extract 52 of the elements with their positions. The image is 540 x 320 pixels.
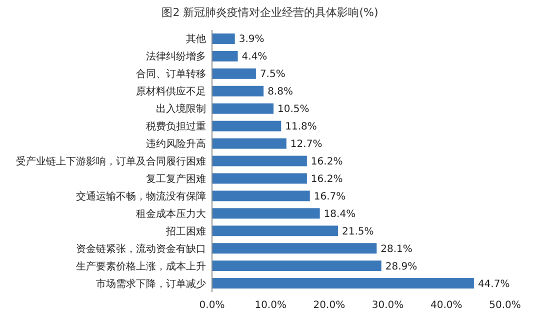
bar — [212, 243, 377, 254]
y-tick-label: 其他 — [186, 33, 206, 46]
chart-title: 图2 新冠肺炎疫情对企业经营的具体影响(%) — [162, 6, 378, 19]
y-tick-label: 生产要素价格上涨，成本上升 — [76, 260, 206, 272]
x-tick-label: 30.0% — [372, 300, 404, 311]
bar — [212, 50, 238, 62]
bar — [212, 278, 474, 289]
data-label: 44.7% — [478, 278, 510, 290]
data-label: 12.7% — [290, 139, 322, 150]
bar — [212, 86, 264, 96]
data-label: 21.5% — [342, 226, 374, 238]
bar — [212, 190, 310, 202]
y-tick-label: 复工复产困难 — [146, 172, 206, 185]
bar — [212, 103, 274, 114]
bar — [212, 156, 307, 166]
y-tick-label: 租金成本压力大 — [136, 208, 206, 220]
data-label: 16.2% — [310, 156, 343, 168]
bar — [212, 208, 320, 219]
y-tick-label: 市场需求下降，订单减少 — [96, 278, 206, 290]
y-tick-label: 招工困难 — [165, 225, 206, 238]
y-tick-label: 交通运输不畅，物流没有保障 — [76, 190, 206, 202]
x-tick-label: 50.0% — [489, 300, 521, 311]
data-label: 7.5% — [260, 69, 286, 80]
bar — [212, 173, 307, 184]
y-tick-label: 原材料供应不足 — [136, 86, 206, 98]
data-label: 10.5% — [278, 104, 310, 116]
data-label: 8.8% — [268, 86, 293, 98]
x-tick-label: 20.0% — [313, 300, 346, 311]
bar — [212, 33, 235, 44]
y-tick-label: 违约风险升高 — [146, 138, 206, 150]
y-tick-label: 资金链紧张，流动资金有缺口 — [76, 242, 206, 255]
y-tick-label: 合同、订单转移 — [136, 68, 206, 80]
bar — [212, 226, 338, 236]
x-tick-label: 0.0% — [199, 300, 225, 311]
x-tick-label: 10.0% — [254, 300, 286, 311]
bar — [212, 120, 282, 132]
y-tick-label: 法律纠纷增多 — [146, 50, 206, 63]
bar — [212, 138, 286, 149]
data-label: 16.2% — [310, 174, 343, 185]
bar — [212, 68, 256, 79]
data-label: 28.1% — [380, 244, 412, 255]
bar — [212, 260, 382, 272]
data-label: 3.9% — [238, 34, 264, 46]
data-label: 16.7% — [314, 191, 346, 202]
data-label: 28.9% — [385, 261, 418, 272]
data-label: 11.8% — [285, 122, 317, 133]
data-label: 18.4% — [324, 208, 356, 220]
x-tick-label: 40.0% — [430, 300, 462, 311]
y-tick-label: 税费负担过重 — [146, 120, 206, 133]
y-tick-label: 出入境限制 — [156, 103, 206, 116]
y-tick-label: 受产业链上下游影响，订单及合同履行困难 — [16, 156, 206, 168]
data-label: 4.4% — [242, 52, 268, 63]
